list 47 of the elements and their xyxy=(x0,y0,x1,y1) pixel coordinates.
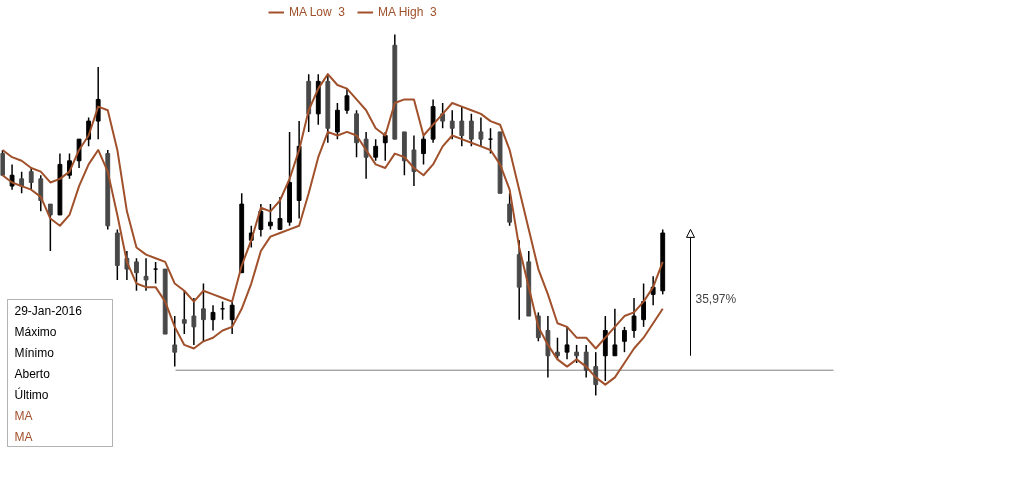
candlestick xyxy=(583,344,589,379)
legend-label: MA Low 3 xyxy=(289,5,346,19)
candlestick xyxy=(172,315,178,368)
candlestick xyxy=(191,297,197,346)
candlestick xyxy=(631,297,637,339)
candlestick xyxy=(421,134,426,166)
text: MA xyxy=(14,408,33,423)
candlestick xyxy=(153,261,159,285)
annotation: Máximo xyxy=(14,324,57,339)
candlestick xyxy=(143,257,149,292)
candlestick xyxy=(459,105,465,148)
candlestick xyxy=(593,351,599,397)
candlestick xyxy=(201,282,206,343)
candlestick xyxy=(382,131,388,162)
text: 35,97% xyxy=(695,291,737,306)
candlestick xyxy=(210,304,216,332)
annotation: Mínimo xyxy=(14,345,55,360)
candlestick xyxy=(19,170,25,195)
candlestick xyxy=(229,300,235,335)
candlestick xyxy=(478,116,484,148)
candlestick xyxy=(411,134,417,187)
candlestick xyxy=(555,336,560,361)
candlestick xyxy=(622,326,627,353)
candlestick xyxy=(449,109,455,140)
candlestick xyxy=(181,290,187,335)
annotation: Aberto xyxy=(14,366,51,381)
candlestick xyxy=(38,174,44,213)
candlestick xyxy=(268,203,273,231)
candlestick xyxy=(28,167,34,191)
candlestick xyxy=(373,138,379,162)
candlestick xyxy=(334,102,340,140)
candlestick xyxy=(641,282,647,328)
candlestick xyxy=(564,326,570,361)
annotation: 29-Jan-2016 xyxy=(14,303,83,318)
candlestick xyxy=(134,257,139,292)
candlestick xyxy=(468,113,474,148)
candlestick xyxy=(277,196,283,231)
annotation: Último xyxy=(14,386,49,402)
candlestick xyxy=(47,203,53,252)
candlestick xyxy=(574,344,580,364)
candlestick xyxy=(344,87,350,115)
candlestick xyxy=(612,308,618,357)
legend-label: MA High 3 xyxy=(378,5,437,19)
candlestick xyxy=(0,149,5,176)
candlestick xyxy=(258,203,264,238)
candlestick xyxy=(507,192,513,227)
text: MA xyxy=(14,429,33,444)
